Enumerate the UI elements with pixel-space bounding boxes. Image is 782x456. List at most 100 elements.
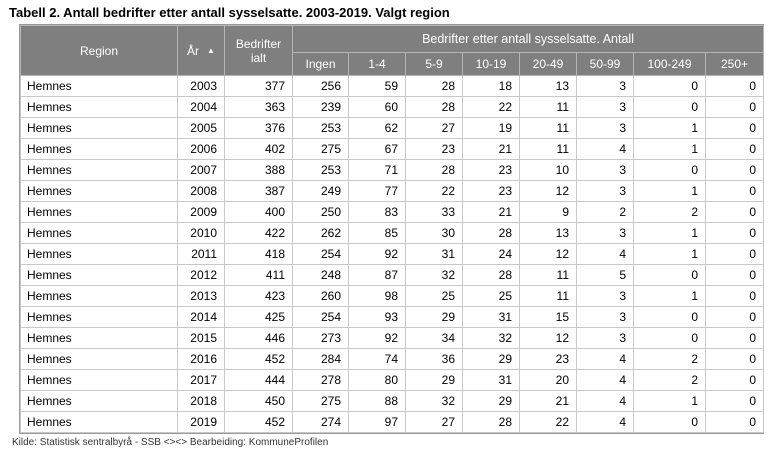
table-row: Hemnes 2014 425 254 93 29 31 15 3 0 0: [20, 306, 765, 328]
cell-value: 29: [405, 306, 463, 328]
cell-value: 23: [462, 180, 520, 202]
header-region[interactable]: Region: [20, 25, 178, 76]
cell-value: 0: [704, 201, 765, 223]
cell-value: 21: [462, 201, 520, 223]
table-row: Hemnes 2019 452 274 97 27 28 22 4 0 0: [20, 411, 765, 433]
cell-region: Hemnes: [20, 369, 178, 391]
cell-year: 2011: [177, 243, 225, 265]
cell-value: 248: [292, 264, 349, 286]
cell-value: 28: [462, 264, 520, 286]
cell-value: 11: [519, 96, 577, 118]
cell-value: 278: [292, 369, 349, 391]
table-row: Hemnes 2003 377 256 59 28 18 13 3 0 0: [20, 75, 765, 97]
cell-value: 275: [292, 390, 349, 412]
header-year[interactable]: År ▲: [177, 25, 225, 76]
cell-value: 98: [348, 285, 406, 307]
header-size-2[interactable]: 5-9: [405, 52, 463, 76]
cell-value: 0: [704, 411, 765, 433]
cell-value: 23: [519, 348, 577, 370]
cell-value: 0: [704, 264, 765, 286]
cell-value: 1: [633, 180, 706, 202]
cell-value: 18: [462, 75, 520, 97]
cell-value: 0: [633, 96, 706, 118]
cell-value: 21: [462, 138, 520, 160]
cell-value: 11: [519, 117, 577, 139]
cell-value: 77: [348, 180, 406, 202]
cell-region: Hemnes: [20, 180, 178, 202]
cell-value: 411: [224, 264, 293, 286]
cell-value: 3: [576, 327, 634, 349]
cell-value: 13: [519, 222, 577, 244]
cell-value: 19: [462, 117, 520, 139]
cell-year: 2005: [177, 117, 225, 139]
cell-value: 400: [224, 201, 293, 223]
cell-value: 83: [348, 201, 406, 223]
cell-value: 67: [348, 138, 406, 160]
header-total[interactable]: Bedrifter ialt: [224, 25, 293, 76]
cell-value: 12: [519, 243, 577, 265]
cell-value: 1: [633, 390, 706, 412]
cell-value: 0: [633, 75, 706, 97]
cell-value: 2: [633, 201, 706, 223]
cell-value: 273: [292, 327, 349, 349]
cell-value: 22: [519, 411, 577, 433]
cell-year: 2009: [177, 201, 225, 223]
table-row: Hemnes 2005 376 253 62 27 19 11 3 1 0: [20, 117, 765, 139]
cell-value: 0: [633, 264, 706, 286]
cell-value: 21: [519, 390, 577, 412]
cell-value: 60: [348, 96, 406, 118]
cell-value: 34: [405, 327, 463, 349]
cell-value: 10: [519, 159, 577, 181]
header-size-7[interactable]: 250+: [704, 52, 765, 76]
cell-value: 36: [405, 348, 463, 370]
cell-region: Hemnes: [20, 138, 178, 160]
cell-value: 0: [633, 327, 706, 349]
table-row: Hemnes 2013 423 260 98 25 25 11 3 1 0: [20, 285, 765, 307]
cell-value: 28: [405, 96, 463, 118]
cell-year: 2010: [177, 222, 225, 244]
cell-value: 27: [405, 117, 463, 139]
cell-value: 1: [633, 222, 706, 244]
cell-value: 0: [704, 327, 765, 349]
cell-value: 422: [224, 222, 293, 244]
cell-value: 1: [633, 243, 706, 265]
header-size-6[interactable]: 100-249: [633, 52, 706, 76]
cell-value: 9: [519, 201, 577, 223]
cell-year: 2019: [177, 411, 225, 433]
cell-value: 31: [405, 243, 463, 265]
cell-value: 0: [704, 243, 765, 265]
header-size-3[interactable]: 10-19: [462, 52, 520, 76]
cell-region: Hemnes: [20, 390, 178, 412]
sort-ascending-icon: ▲: [207, 45, 215, 55]
cell-value: 24: [462, 243, 520, 265]
table-row: Hemnes 2010 422 262 85 30 28 13 3 1 0: [20, 222, 765, 244]
cell-value: 22: [405, 180, 463, 202]
cell-value: 23: [462, 159, 520, 181]
cell-year: 2018: [177, 390, 225, 412]
cell-value: 20: [519, 369, 577, 391]
cell-value: 33: [405, 201, 463, 223]
cell-value: 0: [704, 348, 765, 370]
header-size-0[interactable]: Ingen: [292, 52, 349, 76]
cell-value: 1: [633, 138, 706, 160]
cell-value: 363: [224, 96, 293, 118]
header-size-5[interactable]: 50-99: [576, 52, 634, 76]
cell-value: 4: [576, 411, 634, 433]
cell-region: Hemnes: [20, 117, 178, 139]
cell-region: Hemnes: [20, 201, 178, 223]
header-total-line2: ialt: [250, 50, 267, 65]
cell-region: Hemnes: [20, 327, 178, 349]
cell-value: 3: [576, 96, 634, 118]
cell-value: 28: [405, 75, 463, 97]
header-size-1[interactable]: 1-4: [348, 52, 406, 76]
cell-value: 97: [348, 411, 406, 433]
table-row: Hemnes 2006 402 275 67 23 21 11 4 1 0: [20, 138, 765, 160]
header-size-4[interactable]: 20-49: [519, 52, 577, 76]
cell-value: 31: [462, 306, 520, 328]
cell-value: 11: [519, 264, 577, 286]
cell-value: 402: [224, 138, 293, 160]
cell-value: 11: [519, 285, 577, 307]
cell-year: 2004: [177, 96, 225, 118]
table-row: Hemnes 2007 388 253 71 28 23 10 3 0 0: [20, 159, 765, 181]
cell-value: 0: [704, 222, 765, 244]
